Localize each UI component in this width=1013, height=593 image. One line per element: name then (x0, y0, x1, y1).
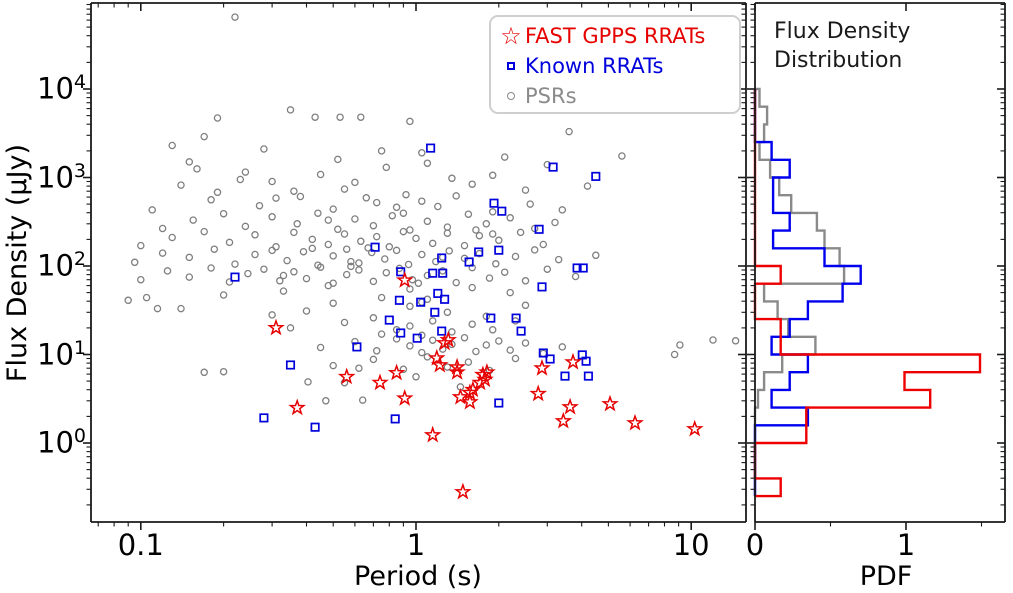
histogram-fast-gpps-rrats-flux-pdf (753, 89, 982, 498)
circle-icon (497, 92, 525, 100)
y-tick-label: 102 (37, 248, 86, 283)
star-icon: ☆ (500, 22, 522, 50)
x-tick-label: 1 (406, 528, 426, 562)
histogram-known-rrats-flux-pdf (753, 89, 862, 497)
pdf-tick-label: 0 (745, 528, 765, 562)
pdf-axis-label: PDF (859, 561, 913, 592)
y-tick-label: 104 (37, 71, 86, 106)
legend-item-fast-gpps-rrats: ☆ FAST GPPS RRATs (497, 21, 739, 51)
legend-label: FAST GPPS RRATs (525, 24, 706, 48)
y-tick-label: 103 (37, 159, 86, 195)
square-icon (497, 62, 525, 70)
x-tick-label: 10 (672, 528, 710, 562)
pdf-tick-label: 1 (896, 528, 916, 562)
series-fast-gpps-rrats (267, 271, 704, 500)
y-tick-label: 101 (37, 336, 86, 372)
legend-item-known-rrats: Known RRATs (497, 51, 739, 81)
series-known-rrats (230, 143, 601, 432)
x-axis-label: Period (s) (354, 561, 482, 592)
x-tick-label: 0.1 (117, 528, 164, 562)
legend-item-psrs: PSRs (497, 81, 739, 111)
legend-box: ☆ FAST GPPS RRATs Known RRATs PSRs (489, 15, 741, 114)
series-psrs (124, 13, 740, 405)
legend-label: PSRs (525, 84, 577, 108)
legend-label: Known RRATs (525, 54, 664, 78)
histogram-psrs-flux-pdf (753, 87, 846, 497)
y-tick-label: 100 (37, 425, 86, 460)
hist-panel-title: Flux Density Distribution (774, 19, 911, 73)
